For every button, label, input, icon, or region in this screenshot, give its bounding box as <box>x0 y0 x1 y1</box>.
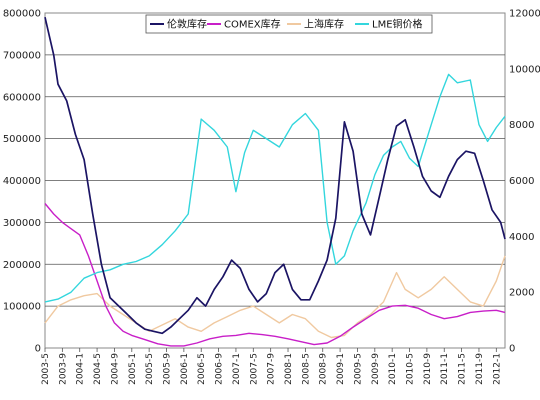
y-axis-left: 0 100000 200000 300000 400000 500000 600000 700… <box>3 9 41 355</box>
x-tick-label: 2004-5 <box>93 353 103 385</box>
x-tick-label: 2005-5 <box>145 353 155 385</box>
y-axis-right: 0 2000 4000 6000 8000 10000 12000 <box>509 9 540 355</box>
x-tick-label: 2006-9 <box>215 353 225 385</box>
x-tick-label: 2010-5 <box>406 353 416 385</box>
x-axis: 2003-5 2003-9 2004-1 2004-5 2004-9 2005-1 2005… <box>41 348 502 385</box>
x-tick-label: 2012-1 <box>492 353 502 385</box>
y-right-tick-label: 8000 <box>509 120 534 131</box>
x-tick-label: 2008-9 <box>319 353 329 385</box>
x-tick-label: 2008-5 <box>301 353 311 385</box>
series-line-4 <box>44 73 506 303</box>
x-tick-label: 2011-1 <box>440 353 450 385</box>
x-tick-label: 2009-5 <box>353 353 363 385</box>
x-tick-label: 2004-9 <box>110 353 120 385</box>
y-right-tick-label: 4000 <box>509 232 534 243</box>
series-line-2 <box>44 203 506 347</box>
legend-label: COMEX库存 <box>224 18 281 31</box>
x-tick-label: 2010-9 <box>423 353 433 385</box>
x-tick-label: 2003-5 <box>41 353 51 385</box>
y-right-tick-label: 0 <box>509 344 515 355</box>
x-tick-label: 2005-1 <box>128 353 138 385</box>
y-left-tick-label: 500000 <box>3 134 41 145</box>
y-right-tick-label: 6000 <box>509 176 534 187</box>
x-tick-label: 2010-1 <box>388 353 398 385</box>
x-tick-label: 2003-9 <box>58 353 68 385</box>
y-left-tick-label: 800000 <box>3 9 41 20</box>
y-right-tick-label: 12000 <box>509 9 540 20</box>
y-right-tick-label: 10000 <box>509 64 540 75</box>
legend-label: 伦敦库存 <box>167 18 207 31</box>
x-tick-label: 2007-1 <box>232 353 242 385</box>
legend-label: 上海库存 <box>304 18 344 31</box>
series-line-1 <box>44 17 506 335</box>
y-left-tick-label: 300000 <box>3 218 41 229</box>
x-tick-label: 2009-9 <box>371 353 381 385</box>
x-tick-label: 2007-5 <box>249 353 259 385</box>
x-tick-label: 2005-9 <box>163 353 173 385</box>
y-left-tick-label: 400000 <box>3 176 41 187</box>
legend-label: LME铜价格 <box>372 18 423 31</box>
y-left-tick-label: 200000 <box>3 260 41 271</box>
y-left-tick-label: 100000 <box>3 302 41 313</box>
y-left-tick-label: 0 <box>35 344 41 355</box>
x-tick-label: 2004-1 <box>76 353 86 385</box>
x-tick-label: 2008-1 <box>284 353 294 385</box>
y-right-tick-label: 2000 <box>509 288 534 299</box>
x-tick-label: 2007-9 <box>267 353 277 385</box>
x-tick-label: 2006-5 <box>197 353 207 385</box>
series-line-3 <box>44 255 506 339</box>
legend: 伦敦库存 COMEX库存 上海库存 LME铜价格 <box>145 14 433 34</box>
x-tick-label: 2011-5 <box>458 353 468 385</box>
x-tick-label: 2011-9 <box>475 353 485 385</box>
series-lines <box>44 17 506 347</box>
x-tick-label: 2006-1 <box>180 353 190 385</box>
y-left-tick-label: 700000 <box>3 50 41 61</box>
x-tick-label: 2009-1 <box>336 353 346 385</box>
y-left-tick-label: 600000 <box>3 92 41 103</box>
